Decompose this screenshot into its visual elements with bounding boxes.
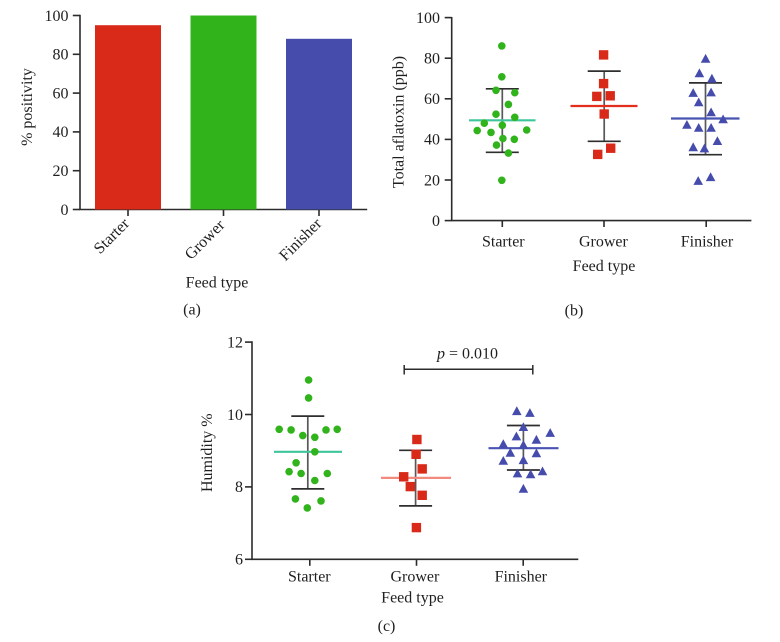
- svg-text:Grower: Grower: [579, 234, 629, 251]
- svg-text:% positivity: % positivity: [19, 68, 36, 146]
- svg-text:Humidity %: Humidity %: [199, 413, 216, 492]
- svg-text:6: 6: [235, 552, 243, 569]
- svg-text:100: 100: [416, 10, 440, 27]
- svg-text:10: 10: [227, 407, 243, 424]
- svg-text:Total aflatoxin (ppb): Total aflatoxin (ppb): [391, 56, 408, 188]
- svg-text:0: 0: [61, 202, 69, 219]
- svg-text:60: 60: [53, 85, 69, 102]
- svg-text:(c): (c): [378, 618, 396, 635]
- svg-text:(a): (a): [183, 302, 201, 319]
- svg-text:Starter: Starter: [288, 569, 331, 586]
- svg-text:Feed type: Feed type: [381, 590, 444, 607]
- svg-text:Grower: Grower: [390, 569, 440, 586]
- svg-text:Feed type: Feed type: [186, 275, 249, 292]
- svg-text:80: 80: [424, 51, 440, 68]
- svg-text:20: 20: [53, 163, 69, 180]
- svg-text:80: 80: [53, 47, 69, 64]
- svg-text:(b): (b): [565, 303, 584, 320]
- svg-text:60: 60: [424, 91, 440, 108]
- svg-text:Grower: Grower: [182, 216, 229, 263]
- svg-text:Feed type: Feed type: [573, 258, 636, 275]
- svg-text:40: 40: [53, 124, 69, 141]
- svg-text:p = 0.010: p = 0.010: [436, 346, 498, 363]
- svg-text:12: 12: [227, 334, 243, 351]
- svg-text:Finisher: Finisher: [495, 569, 548, 586]
- svg-text:0: 0: [432, 213, 440, 230]
- svg-text:Starter: Starter: [482, 234, 525, 251]
- svg-text:100: 100: [45, 8, 69, 25]
- svg-text:20: 20: [424, 172, 440, 189]
- svg-text:Starter: Starter: [91, 215, 134, 258]
- svg-text:Finisher: Finisher: [276, 215, 326, 265]
- svg-text:8: 8: [235, 479, 243, 496]
- svg-text:Finisher: Finisher: [681, 234, 734, 251]
- svg-text:40: 40: [424, 132, 440, 149]
